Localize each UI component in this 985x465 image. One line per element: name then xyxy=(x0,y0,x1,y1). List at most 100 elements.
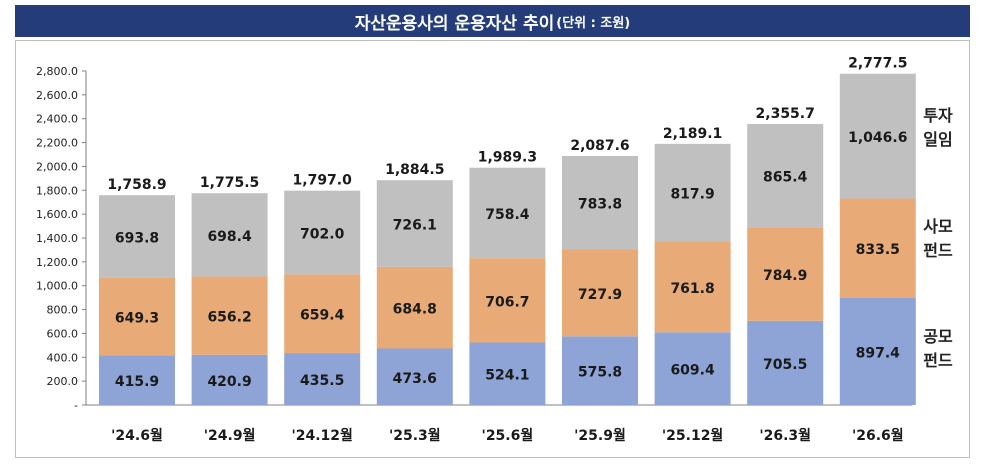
data-label-investment-advisory: 865.4 xyxy=(763,170,808,186)
bar-segment-public-fund xyxy=(654,332,731,405)
bar-segment-public-fund xyxy=(562,336,638,405)
bar-segment-private-fund xyxy=(191,276,268,355)
data-label-public-fund: 435.5 xyxy=(300,373,344,389)
y-tick-label: 1,400.0 xyxy=(36,232,78,245)
bar-segment-private-fund xyxy=(376,266,453,349)
x-tick-label: '24.6월 xyxy=(111,427,163,444)
bar-segment-public-fund xyxy=(469,342,546,405)
data-label-investment-advisory: 693.8 xyxy=(115,231,159,247)
chart-title-bar: 자산운용사의 운용자산 추이 (단위 : 조원) xyxy=(15,5,970,37)
bar-segment-investment-advisory xyxy=(654,143,731,242)
bar-segment-private-fund xyxy=(284,274,361,354)
data-label-total: 2,355.7 xyxy=(756,106,815,122)
y-tick-label: - xyxy=(74,399,78,412)
bar-segment-private-fund xyxy=(562,249,638,337)
bar-segment-public-fund xyxy=(99,355,175,405)
data-label-investment-advisory: 698.4 xyxy=(207,229,252,245)
y-tick-label: 2,600.0 xyxy=(36,89,78,102)
x-tick-label: '26.3월 xyxy=(759,427,811,444)
y-tick-label: 600.0 xyxy=(47,327,79,340)
bar-segment-public-fund xyxy=(376,348,453,405)
data-label-total: 2,189.1 xyxy=(663,126,722,142)
bar-segment-private-fund xyxy=(99,277,175,356)
bar-segment-private-fund xyxy=(747,227,824,321)
x-tick-label: '24.9월 xyxy=(204,427,256,444)
data-label-total: 2,087.6 xyxy=(570,138,629,154)
y-tick-label: 2,800.0 xyxy=(36,65,78,78)
chart-title: 자산운용사의 운용자산 추이 xyxy=(354,13,555,34)
bar-segment-private-fund xyxy=(469,258,546,343)
chart-unit: (단위 : 조원) xyxy=(556,15,631,31)
data-label-total: 2,777.5 xyxy=(848,56,907,72)
bar-segment-private-fund xyxy=(839,198,916,298)
y-tick-label: 1,000.0 xyxy=(36,280,78,293)
bar-segment-investment-advisory xyxy=(284,190,361,275)
data-label-investment-advisory: 783.8 xyxy=(578,197,622,213)
data-label-total: 1,758.9 xyxy=(107,177,166,193)
data-label-private-fund: 656.2 xyxy=(207,310,251,326)
x-tick-label: '26.6월 xyxy=(852,427,904,444)
y-tick-label: 800.0 xyxy=(47,304,79,317)
bar-segment-private-fund xyxy=(654,241,731,333)
x-tick-label: '25.12월 xyxy=(662,427,723,444)
y-tick-label: 1,600.0 xyxy=(36,208,78,221)
data-label-private-fund: 784.9 xyxy=(763,268,807,284)
x-tick-label: '25.6월 xyxy=(482,427,534,444)
data-label-total: 1,775.5 xyxy=(200,175,259,191)
y-tick-label: 2,400.0 xyxy=(36,113,78,126)
y-tick-label: 200.0 xyxy=(47,375,79,388)
data-label-public-fund: 705.5 xyxy=(763,357,807,373)
bar-segment-investment-advisory xyxy=(191,193,268,277)
legend-investment-advisory-line2: 일임 xyxy=(923,130,953,149)
data-label-total: 1,989.3 xyxy=(478,150,537,166)
legend-private-fund-line1: 사모 xyxy=(923,217,953,236)
bar-segment-investment-advisory xyxy=(562,155,638,250)
bar-segment-public-fund xyxy=(747,320,824,405)
data-label-investment-advisory: 817.9 xyxy=(670,187,714,203)
y-tick-label: 400.0 xyxy=(47,351,79,364)
x-tick-label: '25.3월 xyxy=(389,427,441,444)
data-label-private-fund: 727.9 xyxy=(578,287,622,303)
bar-segment-investment-advisory xyxy=(839,73,916,199)
data-label-public-fund: 415.9 xyxy=(115,374,159,390)
legend-private-fund-line2: 펀드 xyxy=(923,241,953,260)
data-label-public-fund: 609.4 xyxy=(670,363,715,379)
data-label-private-fund: 684.8 xyxy=(393,302,437,318)
data-label-public-fund: 420.9 xyxy=(207,374,251,390)
data-label-investment-advisory: 758.4 xyxy=(485,207,530,223)
legend-public-fund-line2: 펀드 xyxy=(923,351,953,370)
legend-public-fund-line1: 공모 xyxy=(923,327,953,346)
x-tick-label: '24.12월 xyxy=(291,427,352,444)
x-tick-label: '25.9월 xyxy=(574,427,626,444)
legend-investment-advisory: 투자 일임 xyxy=(918,104,958,152)
data-label-private-fund: 659.4 xyxy=(300,308,345,324)
data-label-investment-advisory: 1,046.6 xyxy=(848,130,907,146)
data-label-investment-advisory: 702.0 xyxy=(300,227,345,243)
y-tick-label: 2,000.0 xyxy=(36,160,78,173)
data-label-public-fund: 524.1 xyxy=(485,368,529,384)
bar-segment-investment-advisory xyxy=(747,123,824,228)
bar-segment-public-fund xyxy=(284,353,361,405)
data-label-private-fund: 706.7 xyxy=(485,294,529,310)
y-tick-label: 2,200.0 xyxy=(36,137,78,150)
y-tick-label: 1,200.0 xyxy=(36,256,78,269)
data-label-public-fund: 473.6 xyxy=(393,371,437,387)
data-label-total: 1,797.0 xyxy=(293,173,353,189)
data-label-total: 1,884.5 xyxy=(385,162,444,178)
data-label-public-fund: 575.8 xyxy=(578,365,622,381)
data-label-private-fund: 833.5 xyxy=(856,242,900,258)
y-tick-label: 1,800.0 xyxy=(36,184,78,197)
data-label-public-fund: 897.4 xyxy=(856,345,901,361)
legend-investment-advisory-line1: 투자 xyxy=(923,106,953,125)
bar-segment-public-fund xyxy=(191,354,268,405)
legend-public-fund: 공모 펀드 xyxy=(918,325,958,373)
bar-segment-public-fund xyxy=(839,297,916,405)
chart-frame xyxy=(15,40,970,458)
bar-segment-investment-advisory xyxy=(99,195,175,278)
bar-segment-investment-advisory xyxy=(376,180,453,267)
bar-segment-investment-advisory xyxy=(469,167,546,259)
data-label-private-fund: 761.8 xyxy=(670,281,714,297)
data-label-investment-advisory: 726.1 xyxy=(393,218,437,234)
data-label-private-fund: 649.3 xyxy=(115,311,159,327)
